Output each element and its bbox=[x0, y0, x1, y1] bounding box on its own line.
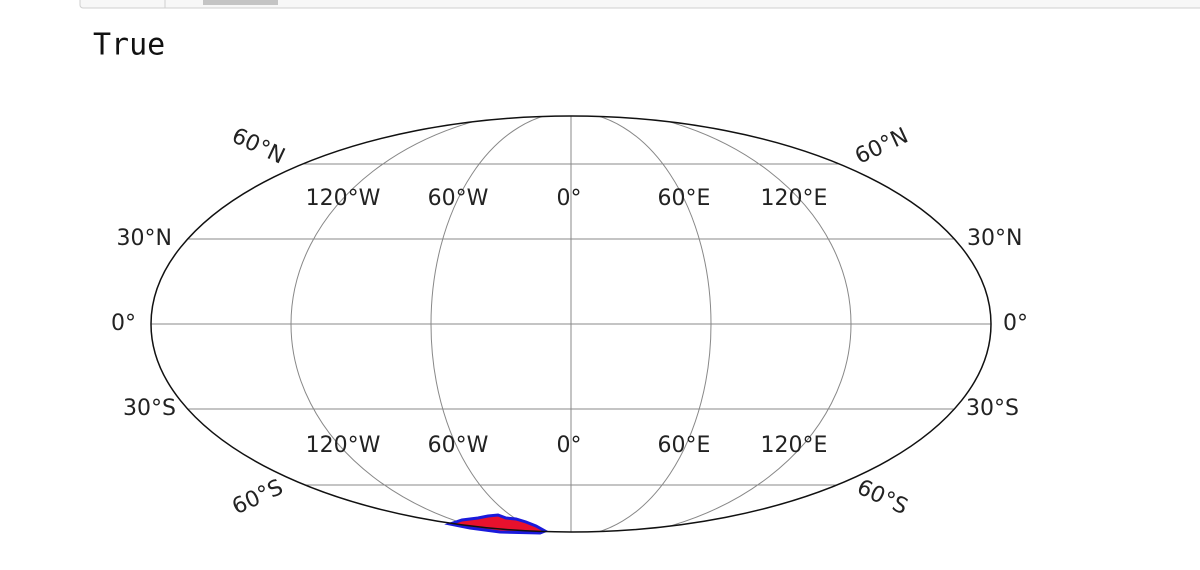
cell-border bbox=[79, 0, 1200, 9]
lat-label: 30°S bbox=[123, 396, 176, 421]
lat-label: 30°N bbox=[967, 226, 1022, 251]
meridian bbox=[290, 116, 852, 532]
lon-label: 120°E bbox=[761, 433, 828, 458]
polygon-patch bbox=[444, 513, 549, 535]
lon-label: 60°E bbox=[658, 433, 711, 458]
lon-label: 0° bbox=[557, 433, 582, 458]
output-text: True bbox=[93, 28, 165, 63]
lon-label: 60°E bbox=[658, 186, 711, 211]
lon-label: 0° bbox=[557, 186, 582, 211]
lat-label: 30°S bbox=[966, 396, 1019, 421]
lon-label: 120°E bbox=[761, 186, 828, 211]
lat-label: 0° bbox=[1003, 311, 1028, 336]
lon-label: 120°W bbox=[306, 433, 381, 458]
graticule bbox=[151, 116, 991, 532]
bottom-labels: 120°W 60°W 0° 60°E 120°E bbox=[306, 433, 828, 458]
lat-label: 30°N bbox=[117, 226, 172, 251]
top-labels: 120°W 60°W 0° 60°E 120°E bbox=[306, 186, 828, 211]
lat-label: 60°N bbox=[851, 124, 912, 170]
meridian bbox=[430, 116, 712, 532]
lat-label: 60°N bbox=[228, 124, 289, 170]
lat-label: 60°S bbox=[853, 475, 912, 520]
right-labels: 60°N 30°N 0° 30°S 60°S bbox=[851, 124, 1028, 521]
map-boundary bbox=[150, 115, 992, 533]
lon-label: 60°W bbox=[428, 433, 489, 458]
scrollbar[interactable] bbox=[203, 0, 278, 5]
lon-label: 120°W bbox=[306, 186, 381, 211]
lat-label: 0° bbox=[111, 311, 136, 336]
lat-label: 60°S bbox=[229, 475, 288, 520]
lon-label: 60°W bbox=[428, 186, 489, 211]
